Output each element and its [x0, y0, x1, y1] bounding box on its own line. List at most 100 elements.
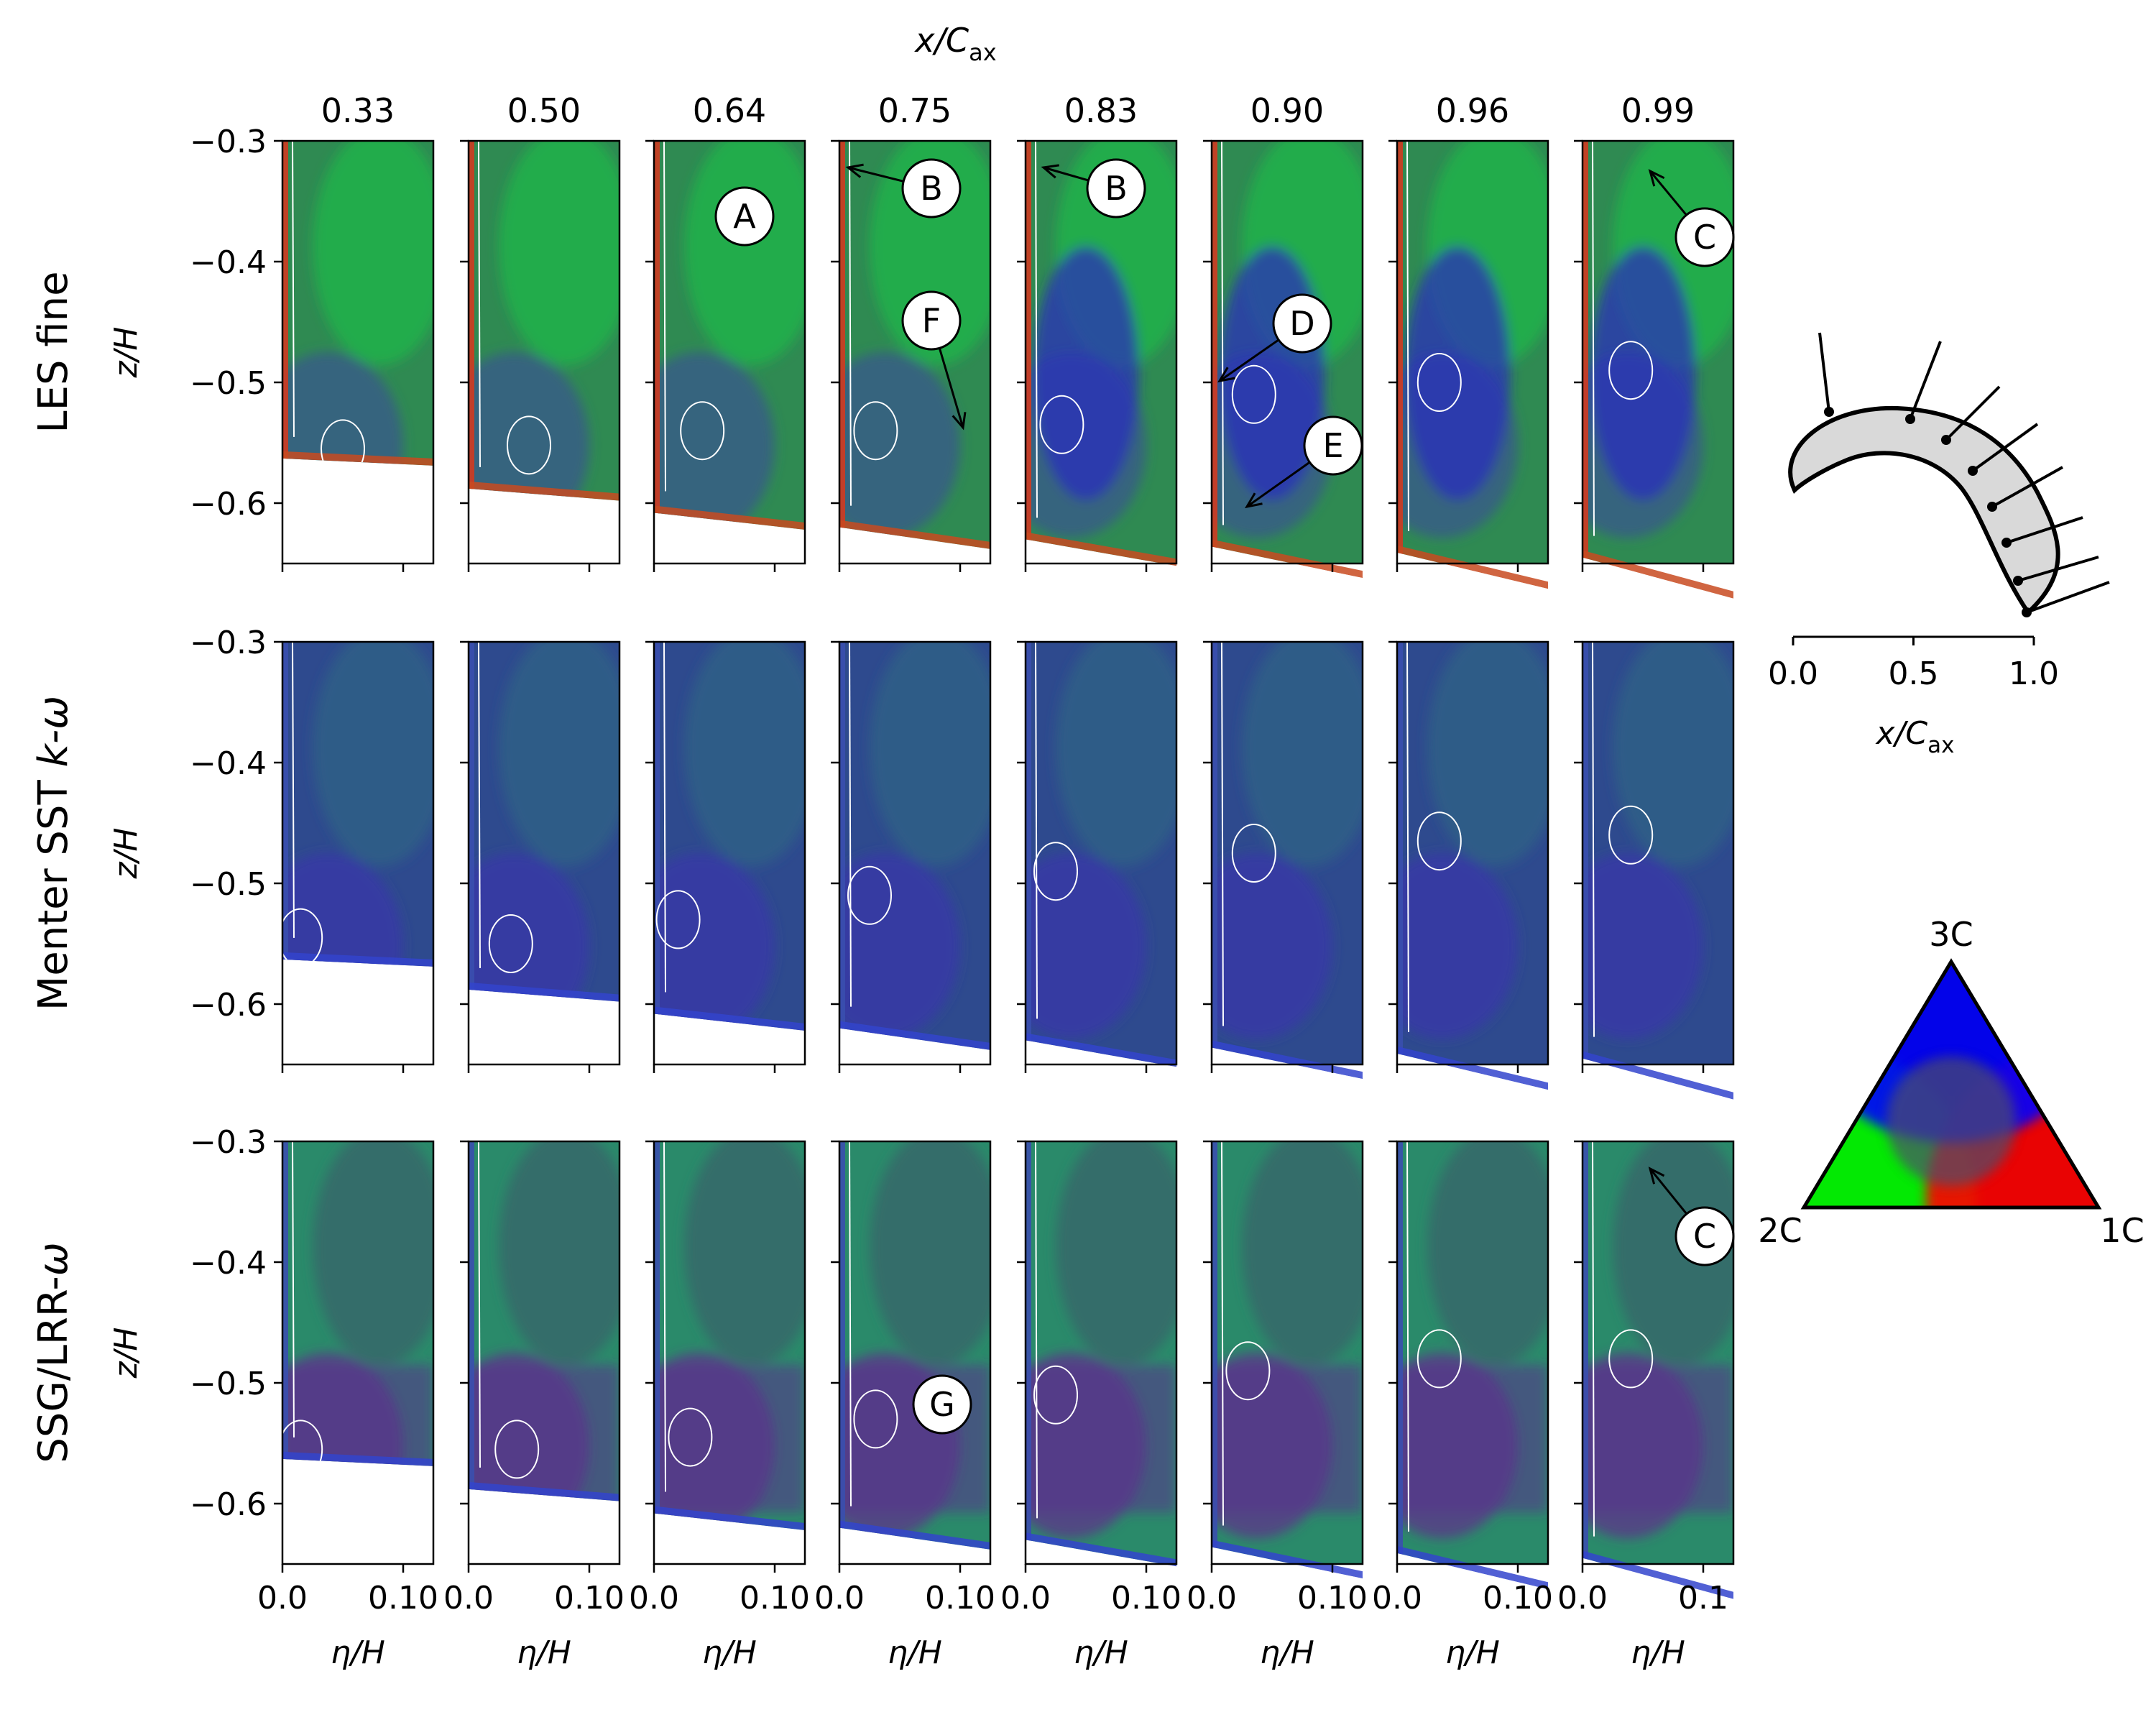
panel-r3-c4: 0.0 0.10 η/H	[814, 1140, 995, 1671]
panel-frame	[838, 139, 992, 565]
panel-r1-c2	[460, 139, 621, 572]
heatmap-field	[839, 642, 990, 1050]
annotation-B: B	[1041, 158, 1146, 218]
panel-frame	[838, 640, 992, 1066]
x-axis-label: η/H	[517, 1634, 571, 1671]
row-titles: LES fine z/H Menter SST k-ω z/H SSG/LRR-ω z/H	[30, 271, 144, 1463]
panel-frame	[281, 1140, 435, 1565]
panel-r3-c5: 0.0 0.10 η/H	[1000, 1140, 1181, 1671]
panel-r2-c3	[645, 640, 806, 1073]
vortex-contour	[1608, 341, 1654, 400]
heatmap-field	[1026, 1141, 1176, 1567]
heatmap-field	[839, 1141, 990, 1550]
panel-r1-c7	[1388, 139, 1549, 589]
panel-r1-c8	[1574, 139, 1735, 599]
panel-r3-c3: 0.0 0.10 η/H	[629, 1140, 810, 1671]
legend-vertex-2c: 2C	[1758, 1211, 1802, 1250]
heatmap-field	[282, 1141, 433, 1466]
column-header-6: 0.90	[1250, 91, 1324, 130]
panel-r2-c5	[1017, 640, 1178, 1073]
vortex-contour	[853, 401, 898, 461]
panel-r3-c6: 0.0 0.10 η/H	[1187, 1140, 1368, 1671]
annotation-C: C	[1648, 1167, 1735, 1266]
column-headers: 0.33 0.50 0.64 0.75 0.83 0.90 0.96 0.99	[321, 91, 1695, 130]
panel-r1-c5	[1017, 139, 1178, 572]
panel-r3-c7: 0.0 0.10 η/H	[1372, 1140, 1553, 1671]
vortex-contour	[1231, 824, 1276, 883]
blade-tick-label: 1.0	[2009, 656, 2059, 692]
panel-frame	[1581, 139, 1735, 565]
blade-station-3	[1941, 385, 2001, 445]
x-axis-label: η/H	[1260, 1634, 1314, 1671]
x-axis-label: η/H	[1074, 1634, 1128, 1671]
panel-frame	[467, 139, 621, 565]
vortex-contour	[1416, 353, 1462, 412]
heatmap-field	[1212, 642, 1363, 1080]
x-axis-label: η/H	[1445, 1634, 1500, 1671]
y-axis-label-row-1: z/H	[108, 326, 144, 378]
y-tick-label: −0.5	[190, 866, 267, 903]
x-tick-label: 0.10	[925, 1580, 995, 1616]
column-header-5: 0.83	[1064, 91, 1138, 130]
blade-inset: 0.0 0.5 1.0 x/Cax	[1768, 332, 2110, 758]
heatmap-field	[1212, 1141, 1363, 1579]
vortex-contour	[1033, 1365, 1078, 1425]
blade-stations	[1818, 332, 2110, 617]
vortex-contour	[1608, 1329, 1654, 1389]
panel-frame	[1024, 1140, 1178, 1565]
y-tick-label: −0.5	[190, 365, 267, 402]
panel-frame	[1396, 139, 1549, 565]
panel-frame	[1581, 640, 1735, 1066]
annotation-label: B	[920, 169, 943, 208]
heatmap-field	[654, 642, 805, 1031]
column-header-7: 0.96	[1436, 91, 1509, 130]
heatmap-field	[282, 141, 433, 466]
column-header-1: 0.33	[321, 91, 395, 130]
panel-frame	[653, 139, 806, 565]
barycentric-fill	[1804, 962, 2099, 1208]
y-tick-label: −0.3	[190, 1124, 267, 1161]
x-tick-label: 0.0	[814, 1580, 865, 1616]
panel-frame	[1396, 1140, 1549, 1565]
annotation-label: C	[1693, 1217, 1716, 1256]
blade-tick-label: 0.5	[1889, 656, 1939, 692]
panel-frame	[1024, 640, 1178, 1066]
y-tick-label: −0.4	[190, 244, 267, 281]
x-tick-label: 0.0	[629, 1580, 679, 1616]
annotation-label: B	[1105, 169, 1128, 208]
blade-station-5	[1987, 466, 2063, 512]
panel-r1-c6	[1203, 139, 1364, 579]
heatmap-field	[1583, 141, 1733, 599]
panel-frame	[653, 640, 806, 1066]
annotation-label: D	[1289, 304, 1314, 343]
annotation-label: G	[929, 1385, 955, 1424]
column-header-4: 0.75	[878, 91, 952, 130]
y-tick-label: −0.4	[190, 745, 267, 782]
panel-frame	[1210, 1140, 1364, 1565]
blade-station-2	[1905, 341, 1942, 424]
annotation-label: F	[922, 301, 941, 340]
column-header-2: 0.50	[507, 91, 581, 130]
panel-frame	[1581, 1140, 1735, 1565]
panel-frame	[1210, 139, 1364, 565]
panel-r3-c8: 0.0 0.1 η/H	[1557, 1140, 1735, 1671]
y-tick-label: −0.3	[190, 124, 267, 160]
y-axis-label-row-2: z/H	[108, 827, 144, 879]
x-tick-label: 0.10	[740, 1580, 810, 1616]
annotation-F: F	[901, 290, 967, 431]
blade-tick-label: 0.0	[1768, 656, 1818, 692]
panel-r2-c1: −0.3 −0.4 −0.5 −0.6	[190, 625, 435, 1073]
annotation-B: B	[845, 158, 962, 218]
annotation-G: G	[912, 1374, 972, 1435]
x-axis-label: η/H	[702, 1634, 757, 1671]
panel-frame	[1396, 640, 1549, 1066]
x-tick-label: 0.0	[1557, 1580, 1608, 1616]
x-tick-label: 0.10	[554, 1580, 625, 1616]
vortex-contour	[488, 914, 533, 973]
row-title-2: Menter SST k-ω	[30, 696, 77, 1011]
panel-frame	[1210, 640, 1364, 1066]
panel-frame	[1024, 139, 1178, 565]
heatmap-field	[1397, 1141, 1548, 1590]
annotation-A: A	[714, 186, 775, 247]
annotation-D: D	[1217, 293, 1332, 383]
